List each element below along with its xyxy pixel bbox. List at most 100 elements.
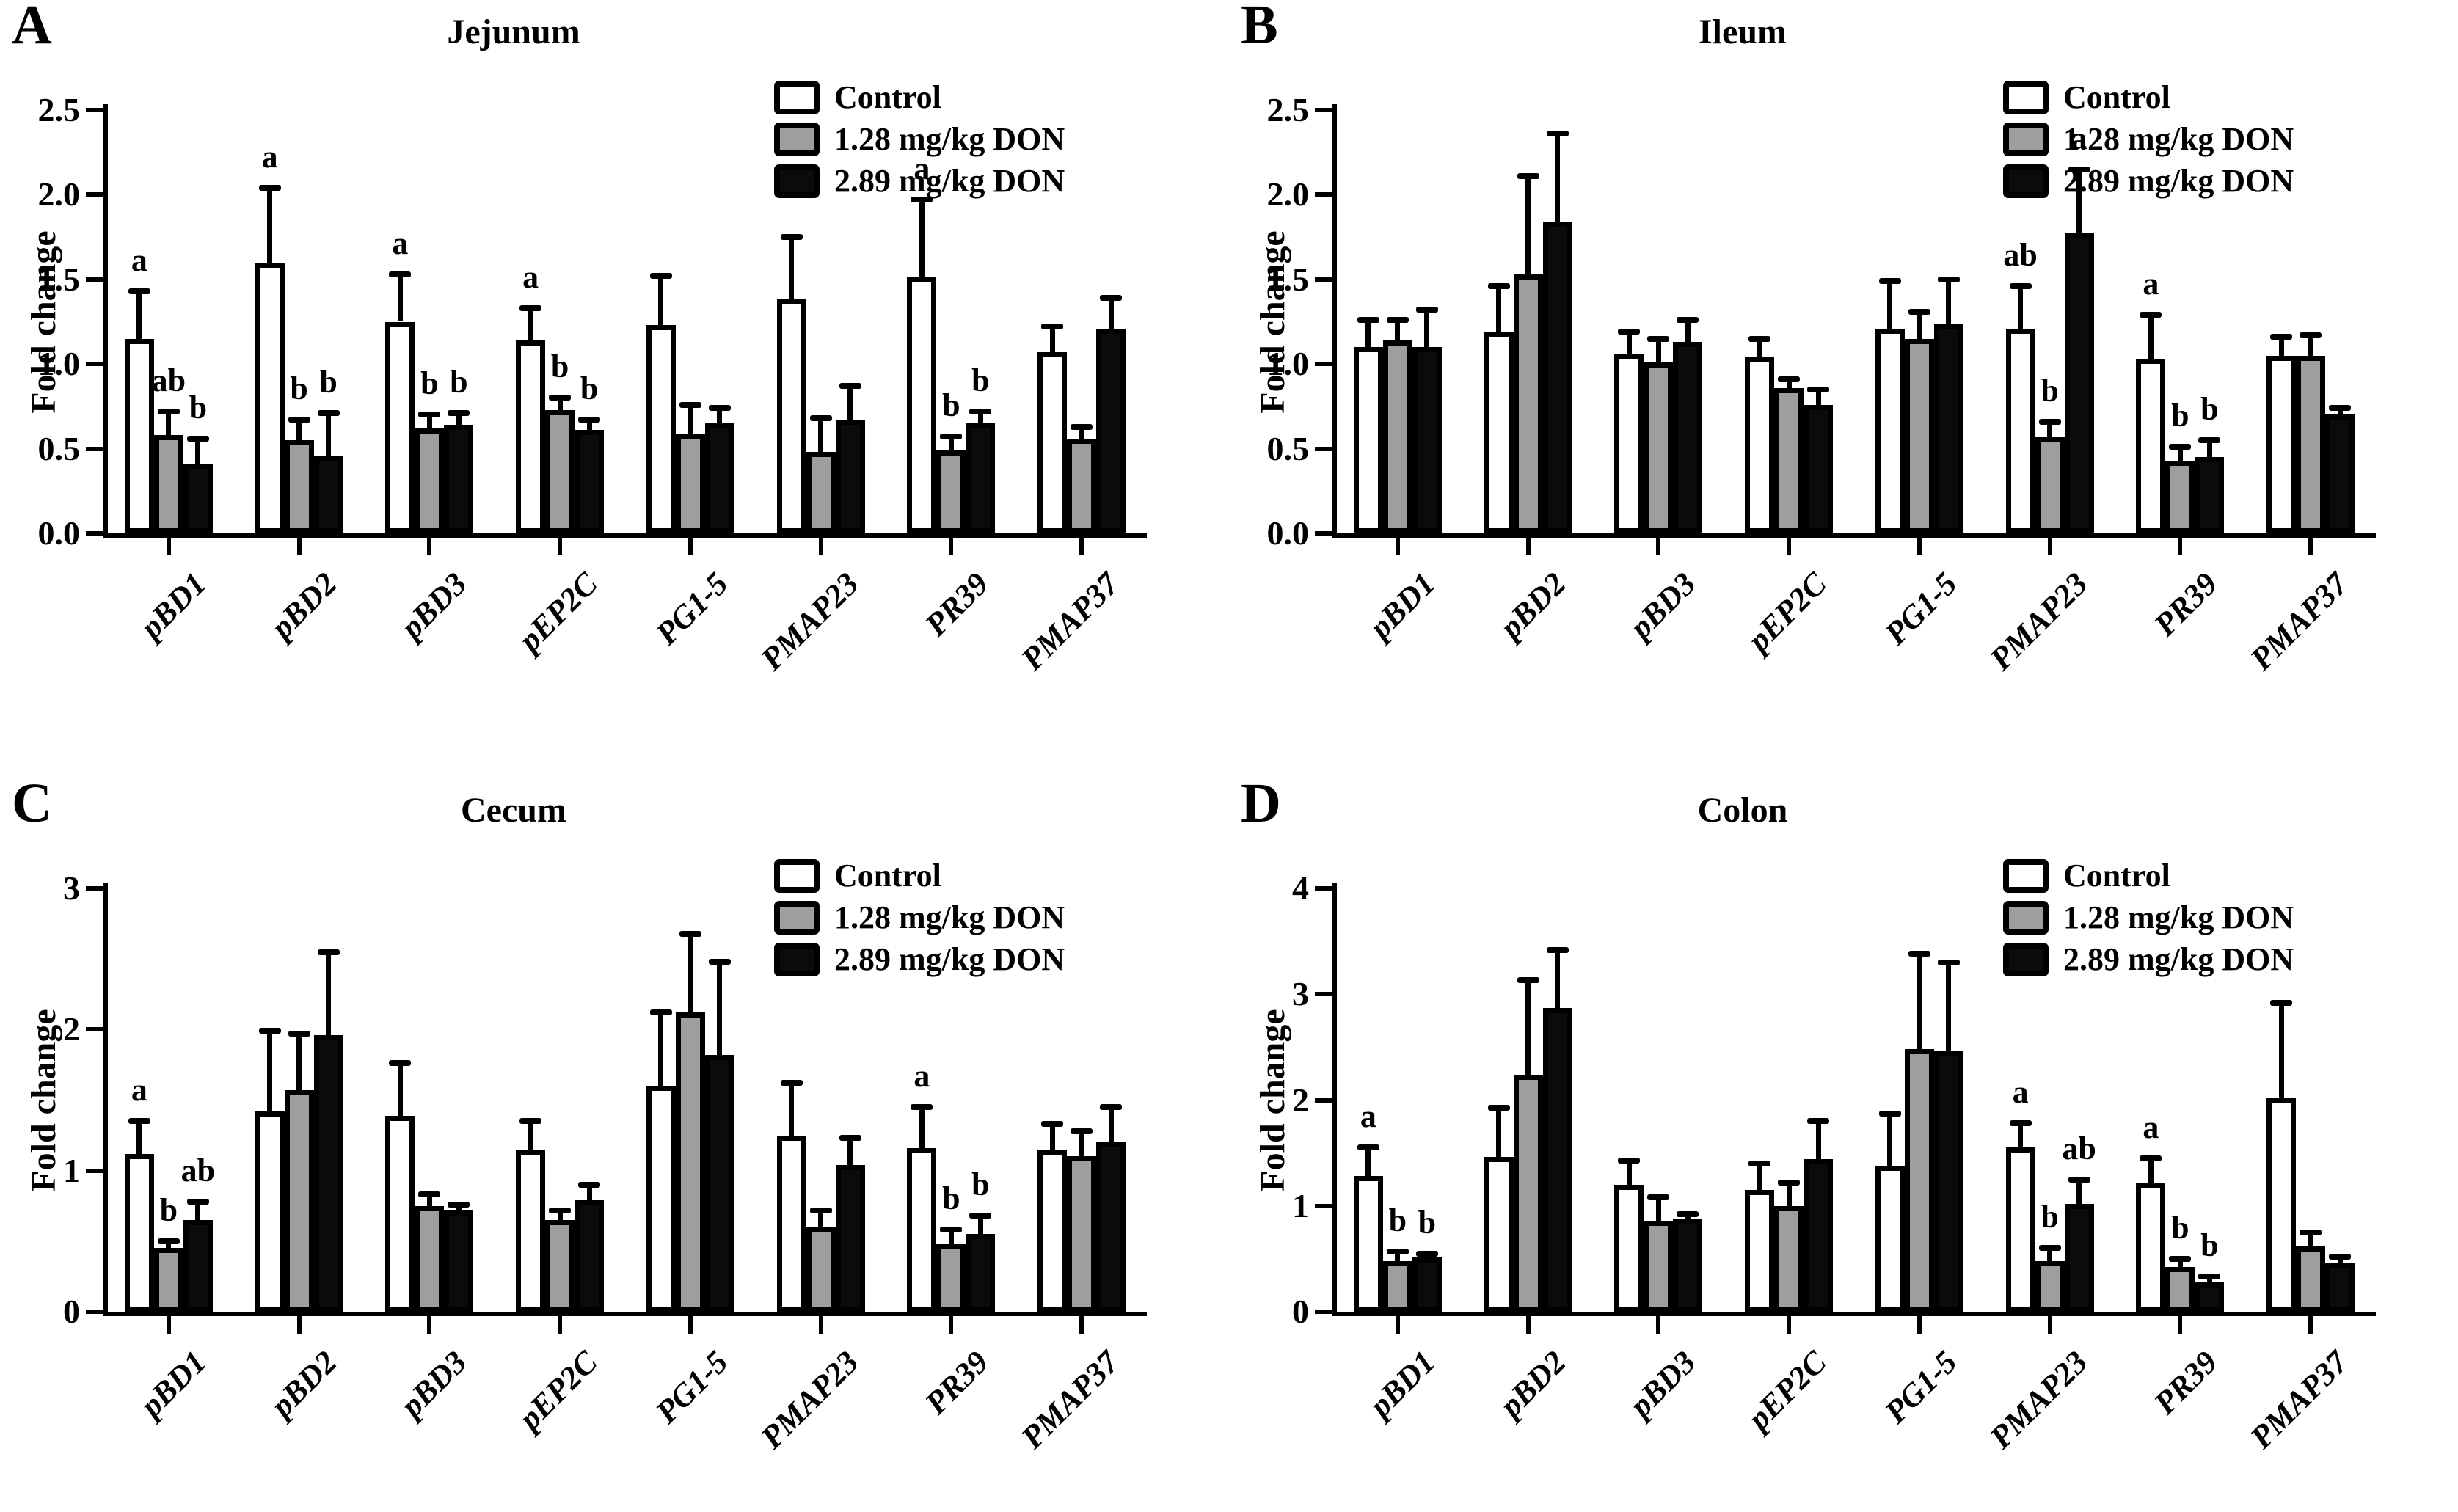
error-bar-stem <box>1815 1121 1821 1160</box>
x-axis-line <box>103 533 1147 538</box>
error-bar-cap <box>1517 173 1539 179</box>
panel-letter: B <box>1241 0 1278 56</box>
error-bar-cap <box>448 410 470 417</box>
bar <box>966 1234 996 1312</box>
error-bar-stem <box>919 1107 925 1148</box>
error-bar-stem <box>717 408 723 423</box>
error-bar-stem <box>1887 281 1893 329</box>
panel-title: Ileum <box>1699 12 1787 51</box>
error-bar-cap <box>2009 283 2032 290</box>
significance-letter: ab <box>2062 1130 2096 1166</box>
y-tick-label: 2 <box>1292 1081 1309 1119</box>
bar <box>545 409 575 533</box>
significance-letter: b <box>580 370 599 407</box>
significance-letter: a <box>913 1058 930 1095</box>
bar <box>907 277 937 533</box>
bar <box>907 1147 937 1312</box>
error-bar-stem <box>948 437 954 450</box>
plot-area: 0.0 0.5 1.0 1.5 2.0 2.5 pBD1 a ab b pBD2 a b b pBD3 a b b… <box>0 0 1229 734</box>
x-tick <box>688 538 693 555</box>
panel-title: Jejunum <box>447 12 580 51</box>
legend-item-don-high: 2.89 mg/kg DON <box>2003 938 2294 980</box>
error-bar-stem <box>586 1184 592 1201</box>
legend-swatch-control <box>774 858 820 893</box>
bar <box>1067 438 1097 533</box>
error-bar-cap <box>1546 131 1569 137</box>
error-bar-stem <box>818 418 824 453</box>
bar <box>675 433 705 533</box>
panel-colon-content: D Colon Fold change 0 1 2 3 4 pBD1 a b b pBD2 pBD3… <box>1229 775 2458 1512</box>
error-bar-stem <box>2076 169 2082 234</box>
y-tick-label: 0.5 <box>1266 429 1310 467</box>
x-tick <box>427 1316 432 1334</box>
y-tick <box>86 531 103 536</box>
bar <box>545 1219 575 1312</box>
error-bar-cap <box>258 1028 281 1034</box>
legend-item-don-low: 1.28 mg/kg DON <box>774 118 1065 160</box>
significance-letter: b <box>942 1180 960 1217</box>
error-bar-stem <box>1424 310 1430 348</box>
bar <box>1904 338 1934 533</box>
x-tick <box>688 1316 693 1334</box>
bar <box>124 1153 154 1312</box>
legend-swatch-don-low <box>774 900 820 935</box>
error-bar-stem <box>195 438 201 464</box>
legend: Control 1.28 mg/kg DON 2.89 mg/kg DON <box>774 76 1065 202</box>
error-bar-stem <box>296 1034 302 1091</box>
error-bar-cap <box>649 273 672 280</box>
bar <box>255 262 285 533</box>
bar <box>2035 1260 2065 1312</box>
significance-letter: a <box>2142 1109 2159 1145</box>
error-bar-cap <box>780 1080 803 1086</box>
legend-item-control: Control <box>774 76 1065 118</box>
error-bar-cap <box>1647 1194 1670 1201</box>
legend-label: Control <box>2063 79 2170 115</box>
error-bar-cap <box>288 1031 310 1037</box>
x-tick <box>818 1316 823 1334</box>
x-tick <box>2047 538 2052 555</box>
error-bar-cap <box>1908 951 1930 957</box>
error-bar-stem <box>1365 320 1371 348</box>
y-tick-label: 0 <box>63 1293 80 1330</box>
error-bar-cap <box>317 410 340 417</box>
error-bar-cap <box>679 930 701 937</box>
x-tick <box>1787 538 1792 555</box>
error-bar-cap <box>1100 295 1123 302</box>
y-tick <box>86 446 103 451</box>
error-bar-cap <box>911 197 933 203</box>
error-bar-cap <box>128 288 150 294</box>
significance-letter: b <box>2171 1209 2189 1246</box>
panel-letter: A <box>12 0 52 56</box>
error-bar-stem <box>1815 389 1821 405</box>
error-bar-stem <box>1757 338 1762 357</box>
bar <box>183 1219 213 1312</box>
bar <box>1513 274 1543 533</box>
bar <box>153 1248 183 1312</box>
error-bar-stem <box>1496 1107 1502 1158</box>
significance-letter: a <box>131 1072 147 1109</box>
x-tick <box>1079 538 1084 555</box>
bar <box>1673 342 1703 533</box>
x-tick <box>296 538 302 555</box>
error-bar-stem <box>2337 408 2343 415</box>
significance-letter: a <box>913 150 930 187</box>
significance-letter: a <box>2012 1074 2029 1111</box>
error-bar-cap <box>911 1104 933 1111</box>
y-tick <box>86 1310 103 1314</box>
error-bar-cap <box>549 395 572 401</box>
bar <box>575 430 605 533</box>
error-bar-cap <box>2140 1155 2162 1161</box>
legend: Control 1.28 mg/kg DON 2.89 mg/kg DON <box>2003 76 2294 202</box>
significance-letter: b <box>2200 1227 2219 1264</box>
y-tick-label: 1.5 <box>1266 260 1310 298</box>
error-bar-stem <box>1365 1147 1371 1177</box>
error-bar-stem <box>2148 1158 2154 1184</box>
significance-letter: b <box>1388 1202 1407 1238</box>
x-axis-line <box>103 1312 1147 1316</box>
bar <box>575 1200 605 1312</box>
legend-label: Control <box>2063 858 2170 894</box>
bar <box>385 321 415 533</box>
bar <box>2005 1147 2035 1312</box>
error-bar-cap <box>1487 1104 1510 1111</box>
bar <box>415 1205 445 1312</box>
